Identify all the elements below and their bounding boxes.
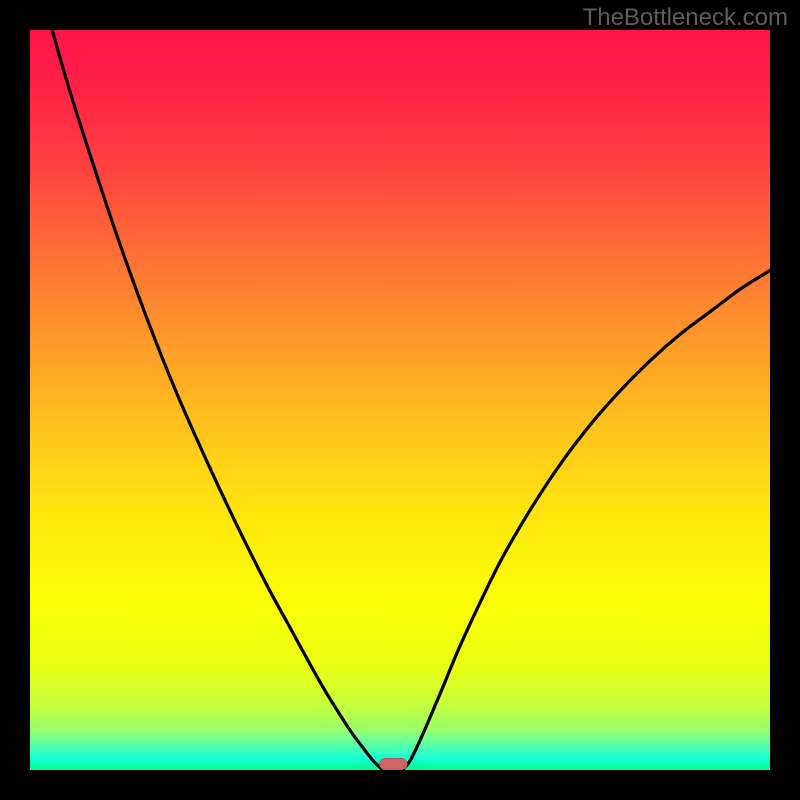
plot-background <box>30 30 770 770</box>
watermark-text: TheBottleneck.com <box>583 4 788 32</box>
chart-container: TheBottleneck.com <box>0 0 800 800</box>
bottleneck-marker <box>379 758 407 770</box>
bottleneck-chart <box>0 0 800 800</box>
